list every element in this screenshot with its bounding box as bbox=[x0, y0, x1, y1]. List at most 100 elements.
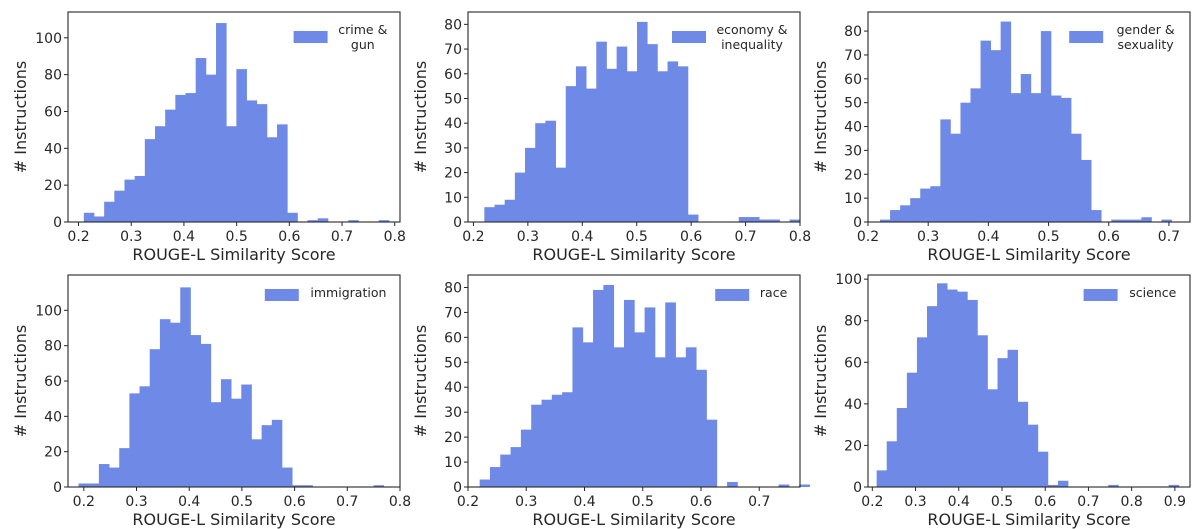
x-tick-label: 0.4 bbox=[173, 229, 195, 245]
y-tick-label: 10 bbox=[844, 191, 862, 207]
histogram-bar bbox=[185, 93, 197, 222]
histogram-bar bbox=[93, 216, 105, 222]
histogram-bar bbox=[220, 379, 232, 487]
x-tick-label: 0.5 bbox=[1037, 229, 1059, 245]
histogram-bar bbox=[748, 217, 760, 222]
histogram-bar bbox=[114, 190, 125, 222]
histogram-bar bbox=[241, 384, 252, 487]
y-tick-label: 20 bbox=[44, 178, 62, 194]
histogram-bar bbox=[685, 347, 697, 487]
y-axis-label: # Instructions bbox=[811, 325, 830, 437]
x-tick-label: 0.4 bbox=[573, 494, 595, 510]
x-tick-label: 0.9 bbox=[1164, 494, 1186, 510]
legend-swatch bbox=[1069, 31, 1104, 43]
histogram-bar bbox=[210, 402, 222, 487]
histogram-bar bbox=[896, 408, 908, 487]
y-tick-label: 50 bbox=[444, 355, 462, 371]
y-tick-label: 80 bbox=[444, 280, 462, 296]
y-tick-label: 70 bbox=[444, 305, 462, 321]
x-tick-label: 0.3 bbox=[517, 229, 539, 245]
x-tick-label: 0.3 bbox=[515, 494, 537, 510]
histogram-bar bbox=[271, 419, 283, 487]
histogram-bar bbox=[906, 372, 918, 487]
plot-frame bbox=[467, 11, 801, 223]
legend: economy & inequality bbox=[672, 22, 788, 52]
x-tick-label: 0.8 bbox=[389, 494, 411, 510]
y-tick-label: 0 bbox=[853, 215, 862, 231]
x-tick-label: 0.7 bbox=[1077, 494, 1099, 510]
y-tick-label: 10 bbox=[444, 190, 462, 206]
histogram-bar bbox=[175, 94, 186, 222]
y-axis-label: # Instructions bbox=[11, 61, 30, 173]
histogram-bar bbox=[778, 484, 790, 487]
legend-swatch bbox=[1083, 289, 1118, 301]
legend-label: gender & sexuality bbox=[1117, 22, 1175, 52]
y-tick-label: 80 bbox=[844, 24, 862, 40]
histogram-bar bbox=[759, 219, 770, 222]
x-tick-label: 0.2 bbox=[73, 494, 95, 510]
chart-panel-2: 0.2 0.3 0.4 0.5 0.6 0.7 0.8 0 10 20 30 40 50 60 70 80 RO… bbox=[411, 11, 811, 264]
histogram-bar bbox=[373, 485, 385, 487]
y-tick-label: 70 bbox=[444, 42, 462, 58]
histogram-bar bbox=[1040, 31, 1052, 223]
histogram-bar bbox=[572, 327, 584, 487]
x-tick-label: 0.6 bbox=[690, 494, 712, 510]
x-tick-label: 0.4 bbox=[948, 494, 970, 510]
histogram-bar bbox=[144, 139, 156, 222]
histogram-bar bbox=[165, 109, 176, 222]
chart-panel-3: 0.2 0.3 0.4 0.5 0.6 0.7 0 10 20 30 40 50 60 70 80 ROUGE… bbox=[811, 11, 1191, 264]
x-axis-label: ROUGE-L Similarity Score bbox=[132, 510, 335, 529]
legend: crime & gun bbox=[293, 22, 388, 52]
y-tick-label: 0 bbox=[53, 215, 62, 231]
histogram-bar bbox=[520, 429, 532, 487]
histogram-bar bbox=[1111, 219, 1122, 222]
histogram-bar bbox=[541, 399, 553, 487]
y-tick-label: 20 bbox=[444, 166, 462, 182]
histogram-bar bbox=[1030, 93, 1042, 222]
y-tick-label: 20 bbox=[44, 445, 62, 461]
histogram-bar bbox=[139, 386, 151, 487]
y-tick-label: 30 bbox=[444, 405, 462, 421]
histogram-bar bbox=[623, 299, 635, 487]
histogram-bar bbox=[200, 343, 212, 487]
histogram-bar bbox=[1168, 484, 1180, 487]
y-tick-label: 40 bbox=[44, 141, 62, 157]
histogram-bar bbox=[109, 467, 120, 487]
y-tick-label: 0 bbox=[453, 215, 462, 231]
histogram-bar bbox=[677, 66, 689, 222]
y-tick-label: 10 bbox=[444, 455, 462, 471]
histogram-bar bbox=[920, 188, 931, 222]
histogram-bar bbox=[616, 46, 628, 223]
histogram-bar bbox=[348, 220, 359, 222]
histogram-bar bbox=[900, 205, 911, 222]
plot-frame bbox=[867, 274, 1191, 488]
y-axis-label: # Instructions bbox=[11, 325, 30, 437]
legend-label: economy & inequality bbox=[716, 22, 787, 52]
histogram-bar bbox=[886, 441, 898, 487]
histogram-bar bbox=[987, 389, 998, 487]
x-tick-label: 0.3 bbox=[120, 229, 142, 245]
histogram-bar bbox=[937, 283, 948, 487]
y-tick-label: 0 bbox=[53, 480, 62, 496]
histogram-bar bbox=[950, 133, 961, 222]
histogram-bar bbox=[292, 485, 303, 487]
histogram-bar bbox=[1060, 97, 1072, 222]
histogram-bar bbox=[205, 74, 217, 222]
x-tick-label: 0.2 bbox=[67, 229, 89, 245]
y-tick-label: 20 bbox=[444, 430, 462, 446]
histogram-bar bbox=[1050, 95, 1062, 222]
histogram-bar bbox=[119, 448, 130, 487]
x-tick-label: 0.4 bbox=[178, 494, 200, 510]
x-tick-label: 0.4 bbox=[977, 229, 999, 245]
histogram-bar bbox=[246, 100, 258, 222]
histogram-bar bbox=[170, 322, 181, 487]
y-tick-label: 40 bbox=[844, 120, 862, 136]
histogram-bar bbox=[1037, 451, 1049, 487]
legend: immigration bbox=[264, 285, 386, 301]
histogram-bar bbox=[582, 342, 594, 487]
histogram-bar bbox=[281, 467, 293, 487]
histogram-bar bbox=[1057, 480, 1069, 487]
histogram-bar bbox=[665, 302, 676, 487]
legend: science bbox=[1083, 285, 1177, 301]
histogram-bar bbox=[155, 126, 166, 222]
